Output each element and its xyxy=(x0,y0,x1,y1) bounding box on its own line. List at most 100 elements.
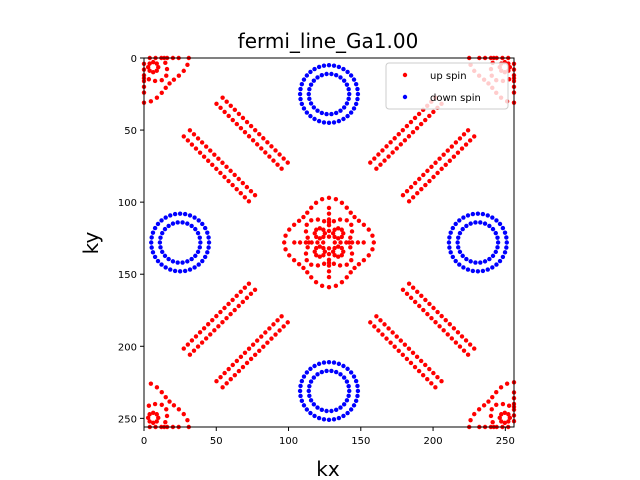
up-spin-point xyxy=(238,289,243,294)
down-spin-point xyxy=(464,256,469,262)
down-spin-point xyxy=(326,63,332,68)
down-spin-point xyxy=(344,82,350,87)
down-spin-point xyxy=(333,407,339,413)
up-spin-point xyxy=(240,299,246,305)
up-spin-point xyxy=(337,217,343,222)
up-spin-point xyxy=(394,146,399,151)
down-spin-point xyxy=(206,245,211,250)
up-spin-point xyxy=(322,231,328,236)
up-spin-point xyxy=(305,235,310,240)
up-spin-point xyxy=(234,358,240,364)
up-spin-point xyxy=(392,136,397,141)
up-spin-point xyxy=(151,420,156,426)
down-spin-point xyxy=(189,256,194,262)
down-spin-point xyxy=(168,213,173,218)
up-spin-point xyxy=(418,121,424,127)
up-spin-point xyxy=(439,166,444,172)
up-spin-point xyxy=(273,332,278,337)
down-spin-point xyxy=(197,245,202,250)
down-spin-point xyxy=(160,249,165,255)
up-spin-point xyxy=(212,328,217,333)
down-spin-point xyxy=(315,108,320,113)
up-spin-point xyxy=(146,77,152,82)
up-spin-point xyxy=(279,314,284,319)
down-spin-point xyxy=(446,240,452,245)
down-spin-point xyxy=(321,417,327,422)
up-spin-point xyxy=(410,285,416,290)
down-spin-point xyxy=(482,259,488,264)
up-spin-point xyxy=(494,402,499,407)
up-spin-point xyxy=(459,334,465,339)
up-spin-point xyxy=(154,419,159,424)
down-spin-point xyxy=(299,101,305,107)
up-spin-point xyxy=(218,105,223,111)
up-spin-point xyxy=(248,291,254,297)
up-spin-point xyxy=(417,176,422,182)
plot-area xyxy=(144,58,514,427)
up-spin-point xyxy=(154,385,160,390)
up-spin-point xyxy=(490,394,495,400)
down-spin-point xyxy=(338,75,343,80)
up-spin-point xyxy=(341,231,346,236)
up-spin-point xyxy=(467,138,473,143)
down-spin-point xyxy=(487,256,492,262)
up-spin-point xyxy=(226,301,231,307)
up-spin-point xyxy=(429,315,434,321)
up-spin-point xyxy=(339,245,344,251)
up-spin-point xyxy=(315,217,321,222)
up-spin-point xyxy=(423,117,428,123)
down-spin-point xyxy=(485,267,490,272)
down-spin-point xyxy=(324,111,329,117)
down-spin-point xyxy=(324,408,329,414)
down-spin-point xyxy=(355,388,361,394)
down-spin-point xyxy=(465,213,471,218)
up-spin-point xyxy=(321,240,326,245)
up-spin-point xyxy=(326,228,332,234)
up-spin-point xyxy=(348,245,353,250)
x-tick-label: 200 xyxy=(424,436,443,447)
down-spin-point xyxy=(447,235,452,240)
down-spin-point xyxy=(200,221,205,227)
up-spin-point xyxy=(263,330,268,335)
down-spin-point xyxy=(341,105,347,110)
up-spin-point xyxy=(242,285,248,290)
down-spin-point xyxy=(465,267,471,272)
up-spin-point xyxy=(189,338,195,343)
down-spin-point xyxy=(346,87,351,92)
up-spin-point xyxy=(181,68,186,74)
down-spin-point xyxy=(468,259,473,264)
up-spin-point xyxy=(152,78,158,84)
up-spin-point xyxy=(317,226,322,231)
up-spin-point xyxy=(435,309,440,315)
up-spin-point xyxy=(336,254,341,259)
down-spin-point xyxy=(453,258,458,264)
up-spin-point xyxy=(490,419,495,425)
down-spin-point xyxy=(301,77,307,82)
up-spin-point xyxy=(309,262,314,267)
up-spin-point xyxy=(304,258,309,263)
up-spin-point xyxy=(303,240,309,245)
up-spin-point xyxy=(238,191,243,196)
up-spin-point xyxy=(201,326,207,331)
up-spin-point xyxy=(163,394,168,400)
down-spin-point xyxy=(175,260,180,265)
up-spin-point xyxy=(433,320,438,325)
up-spin-point xyxy=(336,244,341,249)
up-spin-point xyxy=(246,134,252,139)
down-spin-point xyxy=(155,258,161,264)
up-spin-point xyxy=(425,377,430,382)
down-spin-point xyxy=(155,221,161,227)
down-spin-point xyxy=(345,366,350,372)
down-spin-point xyxy=(319,110,325,116)
up-spin-point xyxy=(187,128,193,133)
up-spin-point xyxy=(314,227,319,232)
down-spin-point xyxy=(159,262,164,267)
up-spin-point xyxy=(463,338,469,343)
down-spin-point xyxy=(306,388,311,394)
down-spin-point xyxy=(348,370,354,375)
down-spin-point xyxy=(315,75,320,80)
up-spin-point xyxy=(230,297,235,303)
up-spin-point xyxy=(427,178,432,184)
up-spin-point xyxy=(312,231,317,236)
up-spin-point xyxy=(232,307,237,313)
